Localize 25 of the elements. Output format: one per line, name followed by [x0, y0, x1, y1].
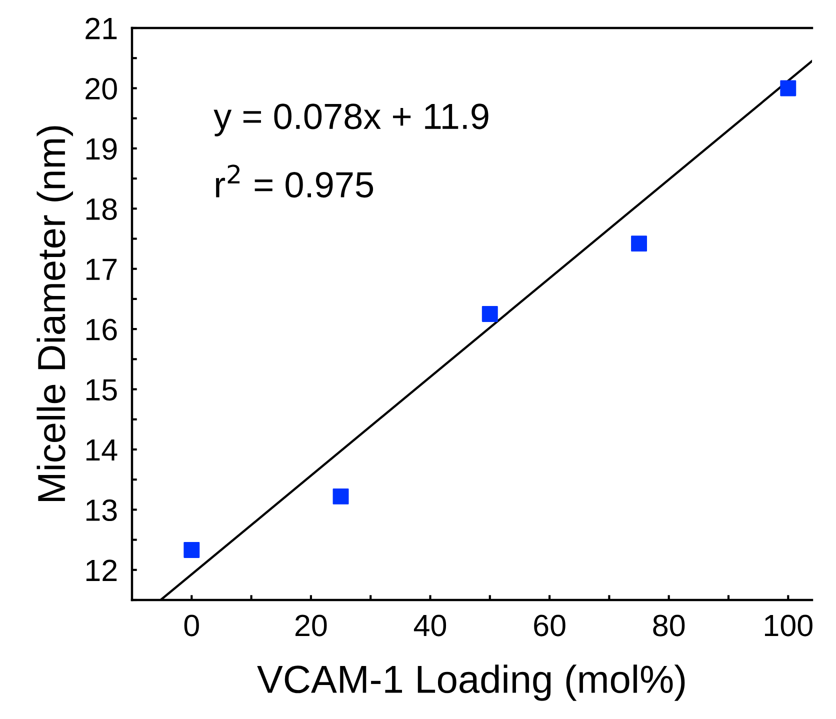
x-tick-label: 60 [534, 614, 566, 636]
annotation: r$^{2}$ = 0.975 [216, 164, 374, 198]
y-tick-label: 19 [86, 138, 117, 160]
y-axis-title: Micelle Diameter (nm) [36, 126, 73, 501]
x-tick-label: 80 [653, 614, 685, 636]
point [482, 306, 498, 322]
y-tick-label: 18 [86, 198, 117, 220]
x-tick-label: 20 [295, 614, 327, 636]
y-tick-label: 17 [86, 258, 117, 280]
y-tick-label: 16 [86, 318, 117, 340]
y-tick-label: 14 [86, 440, 118, 461]
point [631, 236, 647, 252]
annotation: y = 0.078x + 11.9 [214, 104, 488, 136]
y-tick-label: 20 [86, 78, 117, 100]
x-tick-label: 100 [764, 614, 812, 636]
x-tick-label: 40 [414, 614, 446, 636]
y-tick-label: 15 [86, 379, 117, 401]
x-axis-title: VCAM-1 Loading (mol%) [257, 664, 685, 701]
y-tick-label: 21 [86, 18, 117, 40]
y-tick-label: 13 [86, 499, 117, 522]
point [332, 488, 349, 504]
point [184, 542, 200, 558]
y-tick-label: 12 [86, 560, 117, 581]
point [780, 80, 796, 96]
x-tick-label: 0 [184, 614, 199, 636]
